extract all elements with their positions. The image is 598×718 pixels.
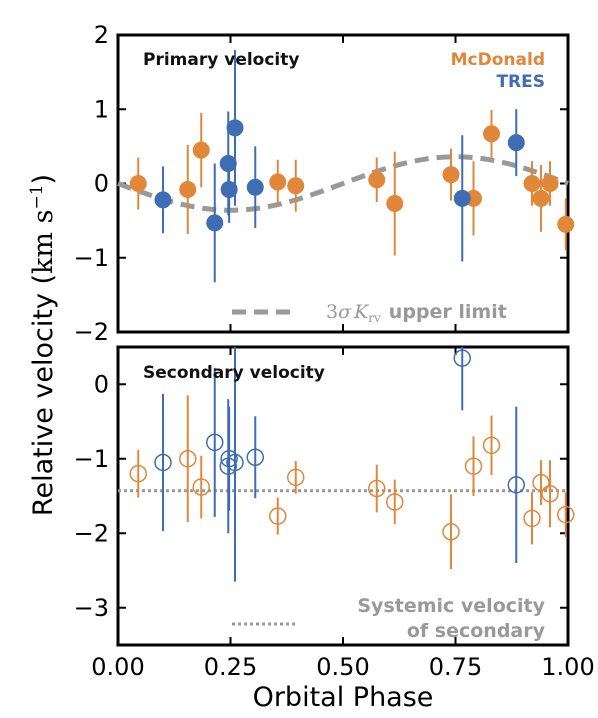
x-tick-label: 0.75 <box>429 653 482 681</box>
data-point-filled <box>523 175 541 192</box>
data-point-open <box>464 457 483 475</box>
data-point-open <box>226 453 244 472</box>
x-tick-label: 0.50 <box>316 653 369 681</box>
data-point-open <box>287 468 305 487</box>
top-y-ticks: 2 1 0 −1 −2 <box>74 21 568 346</box>
data-point-filled <box>483 125 500 143</box>
data-point-filled <box>129 175 147 192</box>
x-tick-label: 0.00 <box>91 653 144 681</box>
y-tick-label: −1 <box>74 445 109 473</box>
top-panel-title: Primary velocity <box>143 50 299 70</box>
data-point-open <box>507 476 525 494</box>
data-point-open <box>220 450 238 468</box>
top-data-points <box>129 49 575 283</box>
data-point-open <box>557 505 575 524</box>
data-point-open <box>541 485 559 503</box>
data-point-open <box>368 479 386 498</box>
data-point-filled <box>269 173 287 191</box>
data-point-filled <box>442 166 460 184</box>
secondary-velocity-panel: 0 −1 −2 −3 0.00 0.25 0.50 0.75 1.00 Secondary v… <box>74 35 595 681</box>
data-point-filled <box>386 195 404 213</box>
data-point-filled <box>220 180 238 198</box>
data-point-open <box>386 493 404 511</box>
data-point-open <box>269 507 287 525</box>
data-point-filled <box>541 175 559 192</box>
data-point-filled <box>453 189 471 207</box>
data-point-filled <box>246 178 264 196</box>
bottom-data-points <box>129 347 575 582</box>
y-axis-title: Relative velocity (km s−1) <box>27 174 59 516</box>
data-point-open <box>154 453 172 472</box>
data-point-open <box>442 523 460 541</box>
bottom-x-ticks: 0.00 0.25 0.50 0.75 1.00 <box>91 35 595 681</box>
upper-limit-legend-label: 3σ Krv upper limit <box>326 301 507 325</box>
data-point-open <box>206 433 224 452</box>
data-point-filled <box>507 134 525 152</box>
data-point-open <box>129 464 147 483</box>
data-point-filled <box>368 171 386 189</box>
primary-velocity-panel: 2 1 0 −1 −2 Primary velocity McDonald TRES 3… <box>74 21 575 346</box>
data-point-filled <box>154 191 172 209</box>
legend-tres: TRES <box>496 72 545 92</box>
x-axis-title: Orbital Phase <box>253 682 434 713</box>
y-tick-label: 0 <box>94 370 109 398</box>
data-point-filled <box>179 180 197 198</box>
data-point-filled <box>192 141 210 159</box>
systemic-legend-label-line2: of secondary <box>407 620 546 642</box>
upper-limit-sinusoid <box>117 154 569 213</box>
systemic-legend-label-line1: Systemic velocity <box>357 595 545 617</box>
data-point-filled <box>532 189 550 207</box>
data-point-open <box>246 448 264 467</box>
x-tick-label: 1.00 <box>541 653 594 681</box>
y-tick-label: −1 <box>74 244 109 272</box>
data-point-open <box>482 436 501 455</box>
data-point-filled <box>557 215 575 233</box>
data-point-filled <box>226 119 244 137</box>
y-tick-label: 0 <box>94 170 109 198</box>
data-point-open <box>453 349 471 367</box>
bottom-y-ticks: 0 −1 −2 −3 <box>74 370 568 622</box>
y-tick-label: −2 <box>74 519 109 547</box>
data-point-open <box>192 478 210 496</box>
data-point-open <box>523 509 541 528</box>
legend-mcdonald: McDonald <box>451 50 545 70</box>
x-tick-label: 0.25 <box>204 653 257 681</box>
data-point-filled <box>287 177 305 195</box>
y-tick-label: 2 <box>94 21 109 49</box>
y-tick-label: 1 <box>94 95 109 123</box>
y-tick-label: −3 <box>74 594 109 622</box>
bottom-panel-title: Secondary velocity <box>143 363 325 383</box>
data-point-filled <box>206 214 224 232</box>
data-point-open <box>179 450 197 468</box>
y-tick-label: −2 <box>74 318 109 346</box>
upper-limit-curve <box>117 154 569 213</box>
